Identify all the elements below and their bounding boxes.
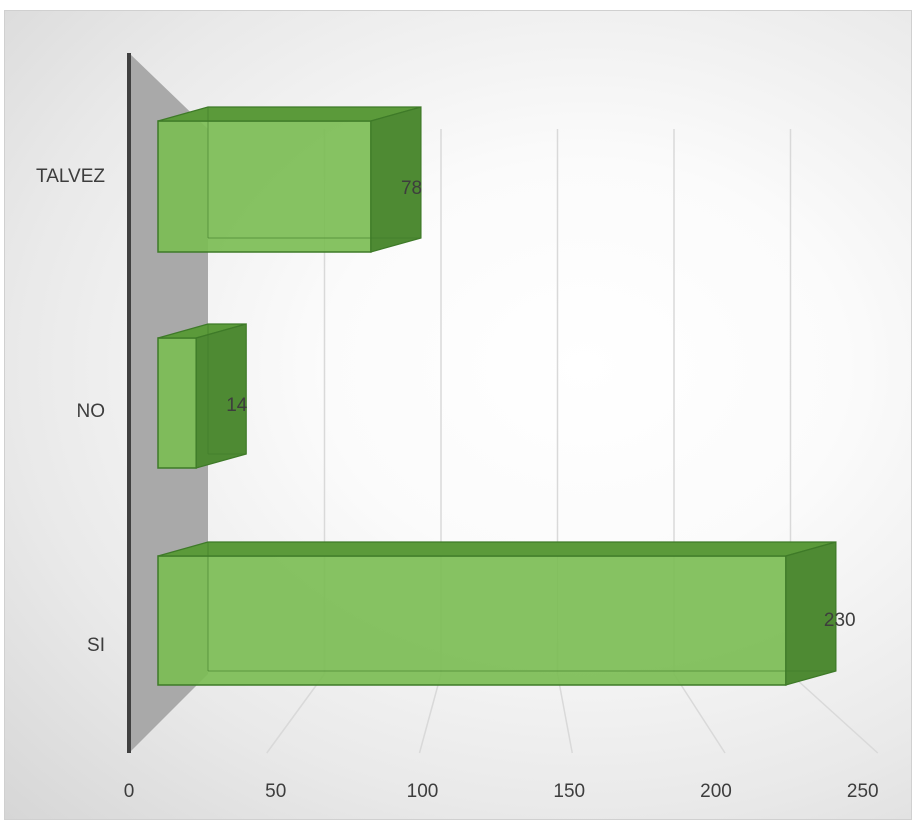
bar: [157, 541, 837, 686]
x-tick-label: 100: [407, 781, 439, 802]
floor-gridline: [266, 673, 326, 754]
data-label: 14: [226, 395, 248, 416]
bar-front-face: [157, 555, 787, 686]
floor-gridline: [673, 673, 726, 754]
x-tick-label: 150: [553, 781, 585, 802]
floor-gridline: [556, 673, 573, 754]
bar-front-face: [157, 337, 197, 469]
category-labels: TALVEZ NO SI: [36, 166, 105, 656]
bar-chart: TALVEZ NO SI 0 50 100 150 200 250 78 14 230: [36, 53, 879, 802]
x-tick-label: 50: [265, 781, 286, 802]
data-label: 78: [401, 178, 422, 199]
bar-front-face: [157, 120, 372, 253]
x-tick-label: 250: [847, 781, 879, 802]
x-tick-label: 0: [124, 781, 135, 802]
chart-area: TALVEZ NO SI 0 50 100 150 200 250 78 14 230: [4, 10, 912, 820]
x-tick-labels: 0 50 100 150 200 250: [124, 781, 879, 802]
bar: [157, 106, 422, 253]
bar-top-face: [157, 541, 837, 557]
category-label: SI: [87, 635, 105, 656]
bars: [157, 106, 837, 686]
category-label: TALVEZ: [36, 166, 105, 187]
category-label: NO: [77, 401, 106, 422]
floor-gridline: [418, 673, 442, 754]
floor-gridline: [789, 673, 879, 754]
bar: [157, 323, 247, 469]
x-tick-label: 200: [700, 781, 732, 802]
data-label: 230: [824, 610, 856, 631]
data-labels: 78 14 230: [226, 178, 855, 631]
